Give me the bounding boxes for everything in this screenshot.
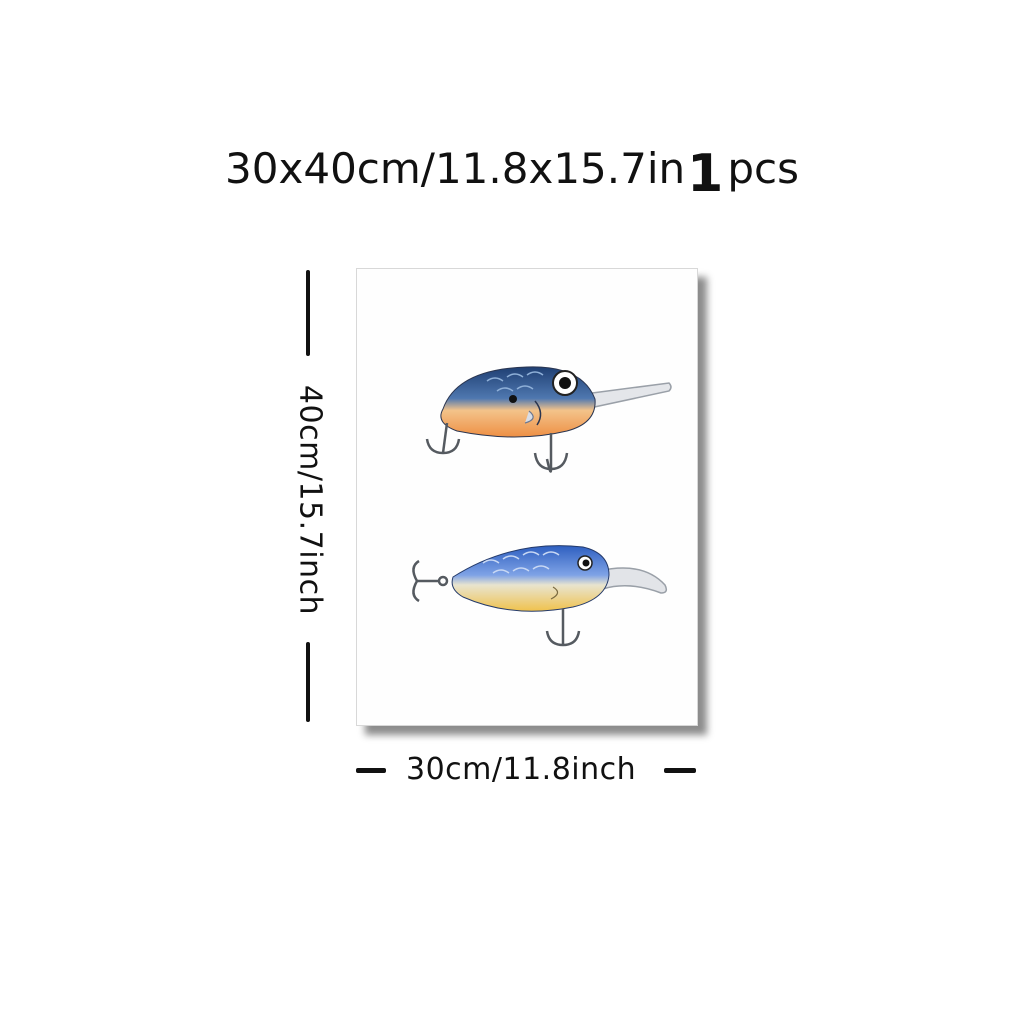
top-lure-rear-hook bbox=[425, 422, 461, 455]
bottom-lure-rear-hook bbox=[412, 559, 449, 603]
top-lure-front-hook bbox=[533, 433, 569, 473]
height-marker-bottom-line bbox=[306, 642, 310, 722]
width-marker-left-dash bbox=[356, 768, 386, 773]
width-label: 30cm/11.8inch bbox=[406, 752, 637, 787]
width-marker-right-dash bbox=[664, 768, 696, 773]
canvas-print bbox=[356, 268, 698, 726]
height-label: 40cm/15.7inch bbox=[292, 384, 328, 616]
bottom-lure-lip bbox=[598, 567, 668, 594]
size-text: 30x40cm/11.8x15.7in bbox=[225, 144, 686, 193]
bottom-lure-body bbox=[451, 545, 610, 612]
quantity-unit: pcs bbox=[727, 144, 799, 193]
top-lure-lip bbox=[575, 382, 672, 410]
height-marker-top-line bbox=[306, 270, 310, 356]
bottom-lure-illustration bbox=[412, 545, 668, 647]
quantity-number: 1 bbox=[687, 144, 724, 204]
top-lure-illustration bbox=[425, 366, 672, 473]
bottom-lure-belly-hook bbox=[545, 609, 581, 647]
size-headline: 30x40cm/11.8x15.7in1pcs bbox=[0, 138, 1024, 202]
